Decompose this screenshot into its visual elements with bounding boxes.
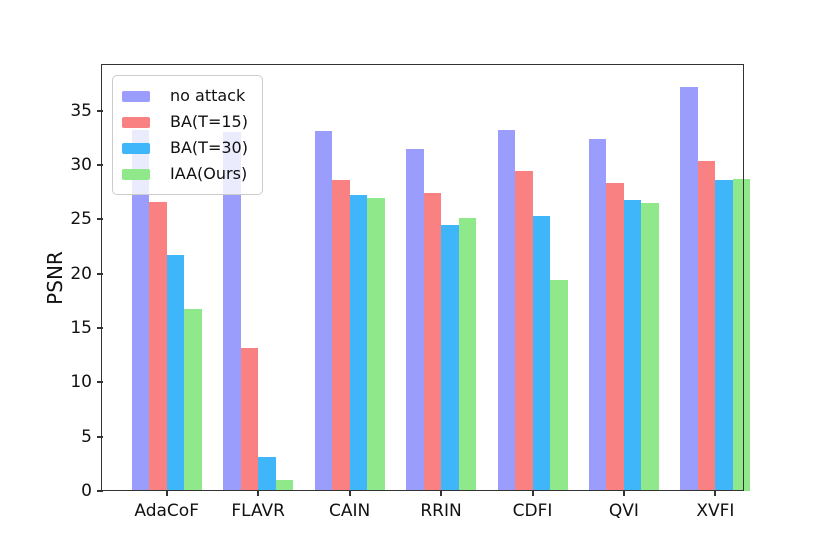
y-tick-label: 0: [81, 481, 92, 501]
y-tick-label: 10: [70, 372, 92, 393]
bar-cdfi-iaa-ours: [550, 280, 568, 491]
bar-flavr-ba-t-15: [240, 347, 259, 491]
legend-swatch-icon: [122, 168, 150, 180]
x-tick-mark: [165, 491, 168, 496]
x-tick-label-qvi: QVI: [608, 501, 639, 521]
legend: no attack BA(T=15) BA(T=30) IAA(Ours): [112, 75, 263, 195]
x-tick-mark: [257, 491, 260, 496]
bar-adacof-no-attack: [131, 130, 150, 491]
bar-flavr-iaa-ours: [275, 480, 294, 491]
bar-flavr-no-attack: [223, 132, 241, 491]
x-tick-label-xvfi: XVFI: [696, 501, 735, 521]
bar-cain-iaa-ours: [367, 197, 385, 491]
x-tick-label-cdfi: CDFI: [512, 501, 553, 521]
legend-label: no attack: [170, 86, 246, 105]
legend-label: BA(T=30): [170, 138, 248, 157]
x-tick-label-rrin: RRIN: [420, 501, 462, 521]
x-tick-mark: [348, 491, 351, 496]
bar-flavr-ba-t-30: [258, 457, 276, 491]
x-tick-label-adacof: AdaCoF: [134, 501, 199, 521]
bar-adacof-ba-t-30: [166, 255, 185, 491]
x-tick-mark: [714, 491, 717, 496]
x-tick-label-cain: CAIN: [328, 501, 371, 521]
legend-swatch-icon: [122, 142, 150, 154]
bar-cain-ba-t-30: [349, 195, 368, 491]
bar-cain-no-attack: [314, 131, 333, 491]
legend-item-ba-t-15: BA(T=15): [122, 109, 248, 135]
y-tick-mark: [97, 272, 103, 275]
bar-xvfi-no-attack: [680, 86, 698, 491]
y-tick-mark: [97, 435, 103, 438]
x-tick-label-flavr: FLAVR: [231, 501, 285, 521]
y-tick-label: 30: [70, 154, 92, 175]
y-tick-label: 5: [81, 426, 92, 447]
x-tick-mark: [531, 491, 534, 496]
bar-rrin-no-attack: [406, 148, 424, 491]
bar-cain-ba-t-15: [332, 180, 350, 491]
bar-rrin-ba-t-30: [441, 224, 459, 491]
legend-item-no-attack: no attack: [122, 83, 248, 109]
bar-rrin-ba-t-15: [423, 193, 442, 491]
y-tick-label: 20: [70, 263, 92, 284]
x-tick-mark: [440, 491, 443, 496]
bar-rrin-iaa-ours: [458, 218, 477, 491]
legend-swatch-icon: [122, 116, 150, 128]
bar-xvfi-ba-t-30: [715, 180, 733, 491]
bar-xvfi-ba-t-15: [697, 160, 716, 491]
bar-cdfi-ba-t-15: [515, 171, 533, 491]
legend-item-ba-t-30: BA(T=30): [122, 135, 248, 161]
y-tick-mark: [97, 381, 103, 384]
y-tick-mark: [97, 218, 103, 221]
bar-qvi-ba-t-15: [606, 183, 624, 491]
bar-cdfi-no-attack: [497, 130, 515, 491]
y-tick-label: 15: [70, 317, 92, 338]
legend-swatch-icon: [122, 90, 150, 102]
legend-item-iaa-ours: IAA(Ours): [122, 161, 248, 187]
bar-adacof-ba-t-15: [149, 201, 167, 491]
y-tick-mark: [97, 326, 103, 329]
y-tick-label: 35: [70, 100, 92, 121]
y-tick-mark: [97, 490, 103, 492]
legend-label: BA(T=15): [170, 112, 248, 131]
x-tick-mark: [622, 491, 625, 496]
bar-cdfi-ba-t-30: [532, 216, 550, 491]
legend-label: IAA(Ours): [170, 164, 248, 183]
y-tick-mark: [97, 109, 103, 112]
plot-area: no attack BA(T=15) BA(T=30) IAA(Ours): [103, 66, 751, 491]
bar-qvi-no-attack: [588, 138, 607, 491]
bar-adacof-iaa-ours: [184, 309, 202, 491]
bar-qvi-ba-t-30: [623, 199, 642, 491]
bar-xvfi-iaa-ours: [732, 179, 751, 491]
bar-qvi-iaa-ours: [641, 202, 659, 491]
y-tick-mark: [97, 163, 103, 166]
y-tick-label: 25: [70, 209, 92, 230]
